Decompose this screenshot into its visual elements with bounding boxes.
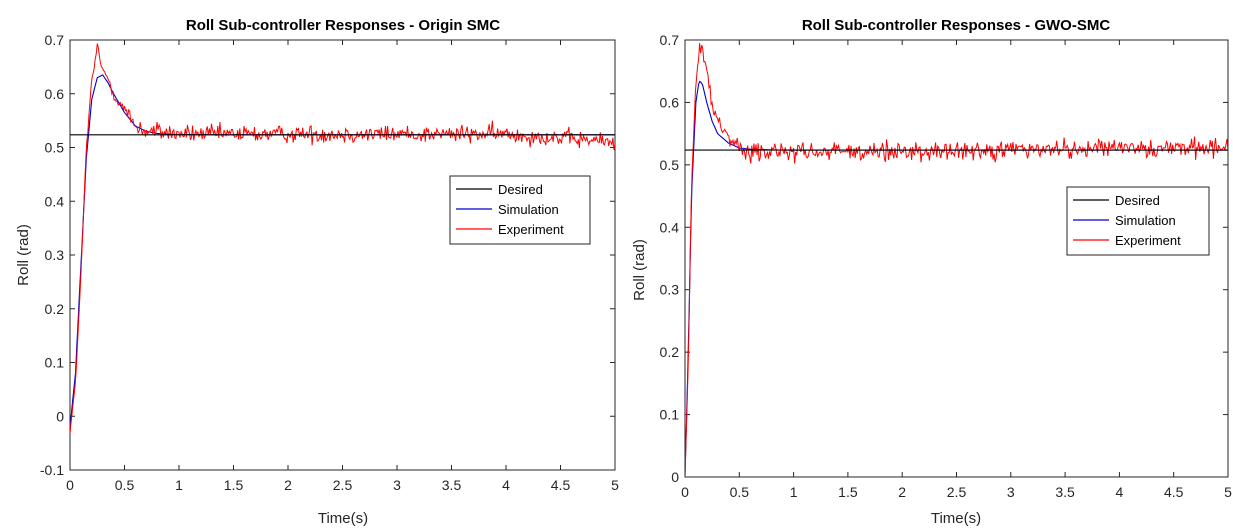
x-tick-label: 4.5 bbox=[551, 477, 571, 493]
chart-title: Roll Sub-controller Responses - Origin S… bbox=[186, 17, 500, 34]
y-tick-label: 0.3 bbox=[45, 247, 65, 263]
chart-origin-smc: Roll Sub-controller Responses - Origin S… bbox=[15, 17, 619, 527]
series-line-experiment bbox=[685, 43, 1228, 477]
x-tick-label: 4 bbox=[502, 477, 510, 493]
y-tick-label: 0.4 bbox=[45, 193, 65, 209]
y-tick-label: 0.7 bbox=[660, 32, 680, 48]
x-tick-label: 5 bbox=[611, 477, 619, 493]
legend-label: Desired bbox=[1115, 193, 1160, 208]
y-tick-label: 0.7 bbox=[45, 32, 65, 48]
y-tick-label: 0.1 bbox=[660, 407, 680, 423]
y-tick-label: 0 bbox=[56, 408, 64, 424]
plot-area bbox=[69, 39, 616, 471]
x-tick-label: 1.5 bbox=[838, 484, 858, 500]
x-tick-label: 4 bbox=[1116, 484, 1124, 500]
x-tick-label: 3.5 bbox=[1055, 484, 1075, 500]
y-tick-label: 0.5 bbox=[45, 140, 65, 156]
x-tick-label: 1 bbox=[790, 484, 798, 500]
y-tick-label: 0 bbox=[671, 469, 679, 485]
legend-label: Experiment bbox=[498, 222, 564, 237]
x-tick-label: 2.5 bbox=[947, 484, 967, 500]
y-tick-label: 0.1 bbox=[45, 355, 65, 371]
legend-label: Simulation bbox=[1115, 213, 1176, 228]
legend-label: Desired bbox=[498, 182, 543, 197]
chart-gwo-smc: Roll Sub-controller Responses - GWO-SMC … bbox=[631, 17, 1232, 527]
x-tick-label: 3.5 bbox=[442, 477, 462, 493]
x-tick-label: 2 bbox=[284, 477, 292, 493]
y-tick-label: 0.4 bbox=[660, 219, 680, 235]
x-axis-label: Time(s) bbox=[931, 510, 981, 527]
x-tick-label: 2.5 bbox=[333, 477, 353, 493]
y-axis-label: Roll (rad) bbox=[631, 239, 648, 301]
y-axis-label: Roll (rad) bbox=[15, 224, 32, 286]
x-tick-label: 5 bbox=[1224, 484, 1232, 500]
y-tick-label: 0.5 bbox=[660, 157, 680, 173]
x-tick-label: 3 bbox=[1007, 484, 1015, 500]
x-tick-label: 1 bbox=[175, 477, 183, 493]
legend-label: Experiment bbox=[1115, 233, 1181, 248]
x-tick-label: 0 bbox=[66, 477, 74, 493]
y-tick-label: 0.2 bbox=[660, 344, 680, 360]
x-tick-label: 0 bbox=[681, 484, 689, 500]
x-axis-label: Time(s) bbox=[318, 510, 368, 527]
y-tick-label: -0.1 bbox=[40, 462, 64, 478]
x-tick-label: 1.5 bbox=[224, 477, 244, 493]
legend-label: Simulation bbox=[498, 202, 559, 217]
legend-box bbox=[1066, 186, 1210, 256]
chart-title: Roll Sub-controller Responses - GWO-SMC bbox=[802, 17, 1111, 34]
x-tick-label: 0.5 bbox=[730, 484, 750, 500]
y-tick-label: 0.6 bbox=[45, 86, 65, 102]
x-tick-label: 0.5 bbox=[115, 477, 135, 493]
y-tick-label: 0.3 bbox=[660, 282, 680, 298]
plot-area bbox=[684, 39, 1229, 478]
legend-box bbox=[449, 175, 591, 245]
x-tick-label: 3 bbox=[393, 477, 401, 493]
x-tick-label: 2 bbox=[898, 484, 906, 500]
x-tick-label: 4.5 bbox=[1164, 484, 1184, 500]
y-tick-label: 0.2 bbox=[45, 301, 65, 317]
y-tick-label: 0.6 bbox=[660, 94, 680, 110]
